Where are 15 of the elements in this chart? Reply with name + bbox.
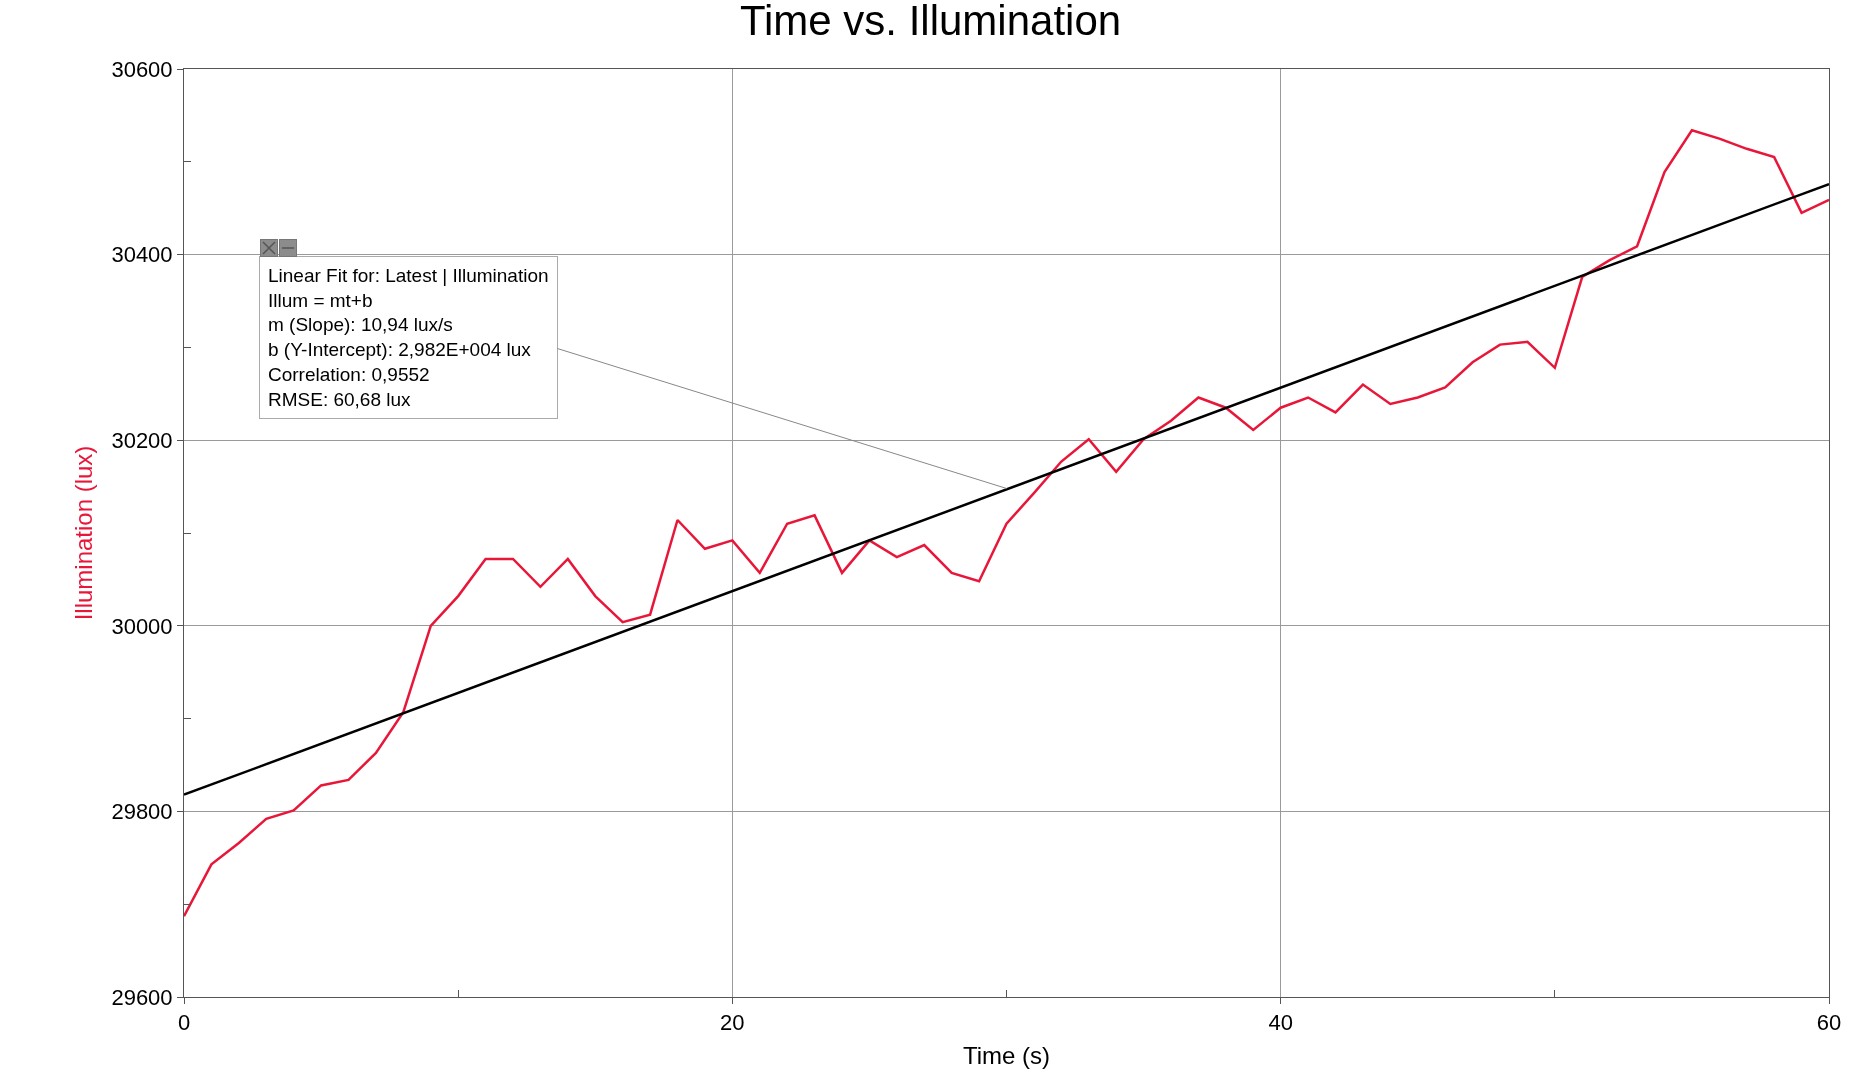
y-axis-title: Illumination (lux) xyxy=(69,445,97,621)
y-tick-label: 30200 xyxy=(111,427,173,453)
chart-title: Time vs. Illumination xyxy=(739,0,1122,44)
y-tick-label: 30600 xyxy=(111,56,173,82)
y-tick-label: 29800 xyxy=(111,799,173,825)
x-tick-label: 40 xyxy=(1268,1010,1293,1036)
x-tick-label: 20 xyxy=(720,1010,745,1036)
line-series xyxy=(184,129,1829,918)
annotation: Linear Fit for: Latest | Illumination Illum = mt+b m (Slope): 10,94 lux/s b (Y-Intercept): 2,982E+004 lux Correlation: 0,9552 RMSE: 60,68 lux xyxy=(268,265,549,410)
y-tick-label: 30000 xyxy=(111,613,173,639)
x-axis-title: Time (s) xyxy=(962,1041,1051,1069)
x-tick-label: 0 xyxy=(177,1010,191,1036)
y-tick-label: 29600 xyxy=(111,984,173,1010)
y-tick-label: 30400 xyxy=(111,242,173,268)
x-tick-label: 60 xyxy=(1816,1010,1842,1036)
